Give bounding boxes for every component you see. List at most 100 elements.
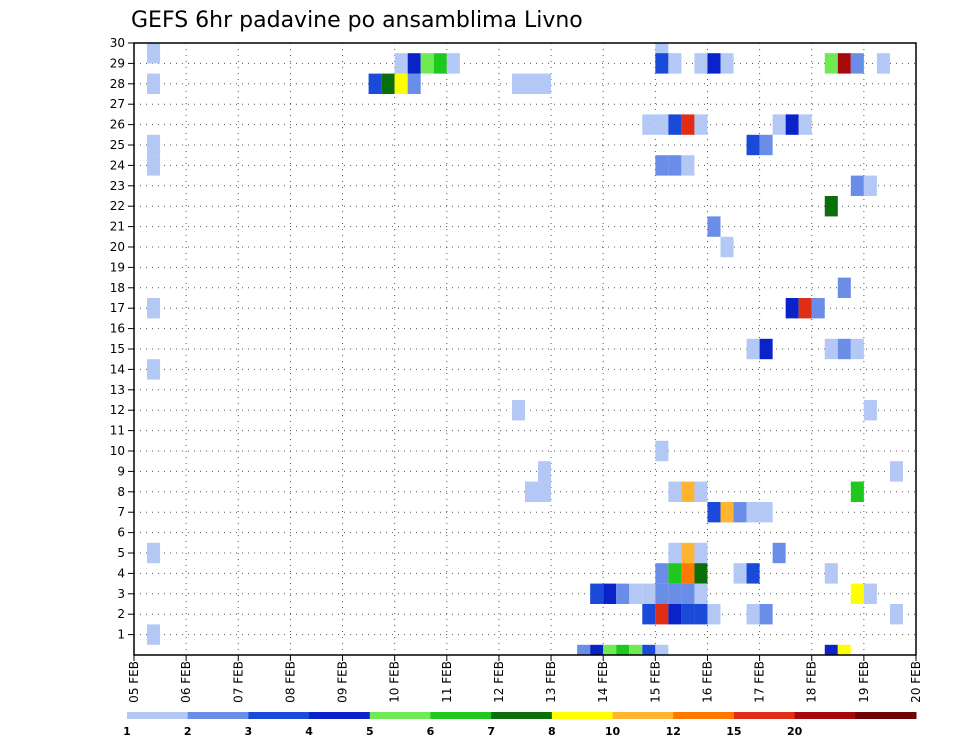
heatmap-cell [407, 73, 421, 94]
heatmap-cell [824, 53, 838, 74]
heatmap-cell [733, 563, 747, 584]
heatmap-cell [603, 583, 617, 604]
y-tick-label: 20 [110, 240, 125, 254]
heatmap-cell [668, 53, 682, 74]
y-tick-label: 24 [110, 158, 125, 172]
x-tick-label: 20 FEB [909, 661, 923, 703]
x-tick-label: 19 FEB [857, 661, 871, 703]
colorbar-swatch [673, 712, 735, 719]
colorbar-swatch [369, 712, 431, 719]
heatmap-cell [889, 461, 903, 482]
heatmap-cell [837, 277, 851, 298]
heatmap-cell [772, 542, 786, 564]
heatmap-cell [681, 542, 695, 564]
heatmap-cell [876, 53, 890, 74]
heatmap-cell [616, 644, 630, 655]
heatmap-cell [759, 502, 773, 523]
y-tick-label: 5 [117, 546, 125, 560]
heatmap-cell [147, 43, 161, 64]
heatmap-cell [850, 583, 864, 604]
heatmap-cell [720, 53, 734, 74]
heatmap-cell [850, 338, 864, 360]
y-tick-label: 3 [117, 587, 125, 601]
x-tick-label: 09 FEB [336, 661, 350, 703]
heatmap-cell [746, 502, 760, 523]
heatmap-cell [681, 114, 695, 135]
y-tick-label: 16 [110, 322, 125, 336]
heatmap-cell [668, 155, 682, 176]
heatmap-cell [511, 400, 525, 421]
y-tick-label: 13 [110, 383, 125, 397]
colorbar-label: 12 [666, 725, 681, 738]
x-tick-label: 17 FEB [753, 661, 767, 703]
colorbar-label: 3 [245, 725, 253, 738]
heatmap-cell [681, 155, 695, 176]
heatmap-cell [837, 644, 851, 655]
heatmap-cell [811, 298, 825, 319]
heatmap-cell [733, 502, 747, 523]
heatmap-cell [655, 440, 669, 462]
heatmap-cell [863, 583, 877, 604]
heatmap-cell [511, 73, 525, 94]
colorbar-label: 2 [184, 725, 192, 738]
heatmap-cell [616, 583, 630, 604]
heatmap-cell [655, 53, 669, 74]
colorbar-swatch [491, 712, 553, 719]
heatmap-cell [642, 583, 656, 604]
heatmap-cell [694, 563, 708, 584]
heatmap-cell [746, 134, 760, 156]
heatmap-cell [368, 73, 382, 94]
chart-title: GEFS 6hr padavine po ansamblima Livno [131, 8, 583, 33]
y-tick-label: 25 [110, 138, 125, 152]
y-tick-label: 8 [117, 485, 125, 499]
y-tick-label: 14 [110, 362, 125, 376]
colorbar-label: 20 [787, 725, 803, 738]
heatmap-cell [668, 542, 682, 564]
heatmap-cell [720, 236, 734, 258]
y-tick-label: 28 [110, 77, 125, 91]
colorbar-label: 10 [605, 725, 621, 738]
y-tick-label: 23 [110, 179, 125, 193]
heatmap-cell [655, 114, 669, 135]
heatmap-cell [824, 196, 838, 217]
heatmap-cell [850, 53, 864, 74]
heatmap-cell [798, 298, 812, 319]
heatmap-cell [681, 563, 695, 584]
heatmap-cell [655, 155, 669, 176]
heatmap-cell [824, 338, 838, 360]
heatmap-cell [538, 481, 552, 502]
heatmap-cell [655, 583, 669, 604]
heatmap-cell [577, 644, 591, 655]
x-tick-label: 10 FEB [388, 661, 402, 703]
heatmap-cell [759, 338, 773, 360]
heatmap-cell [707, 604, 721, 625]
x-tick-label: 08 FEB [283, 661, 297, 703]
heatmap-cell [863, 175, 877, 196]
colorbar-label: 15 [726, 725, 741, 738]
heatmap-cell [694, 114, 708, 135]
x-tick-label: 14 FEB [596, 661, 610, 703]
x-tick-label: 05 FEB [127, 661, 141, 703]
colorbar-swatch [430, 712, 492, 719]
y-tick-label: 17 [110, 301, 125, 315]
y-tick-label: 26 [110, 118, 125, 132]
y-tick-label: 4 [117, 566, 125, 580]
colorbar-swatch [551, 712, 614, 719]
y-tick-label: 15 [110, 342, 125, 356]
y-tick-label: 1 [117, 628, 125, 642]
y-axis: 1234567891011121314151617181920212223242… [110, 36, 134, 642]
colorbar-label: 4 [305, 725, 313, 738]
heatmap-cell [655, 563, 669, 584]
heatmap-cell [538, 73, 552, 94]
y-tick-label: 29 [110, 56, 125, 70]
y-tick-label: 10 [110, 444, 125, 458]
heatmap-cell [147, 73, 161, 94]
y-tick-label: 9 [117, 464, 125, 478]
heatmap-cell [837, 338, 851, 360]
heatmap-cell [837, 53, 851, 74]
heatmap-cell [759, 134, 773, 156]
heatmap-cell [707, 502, 721, 523]
heatmap-cell [694, 583, 708, 604]
colorbar: 1 2 3 4 5 6 7 8 10 12 15 20 [123, 712, 917, 738]
heatmap-cell [433, 53, 447, 74]
